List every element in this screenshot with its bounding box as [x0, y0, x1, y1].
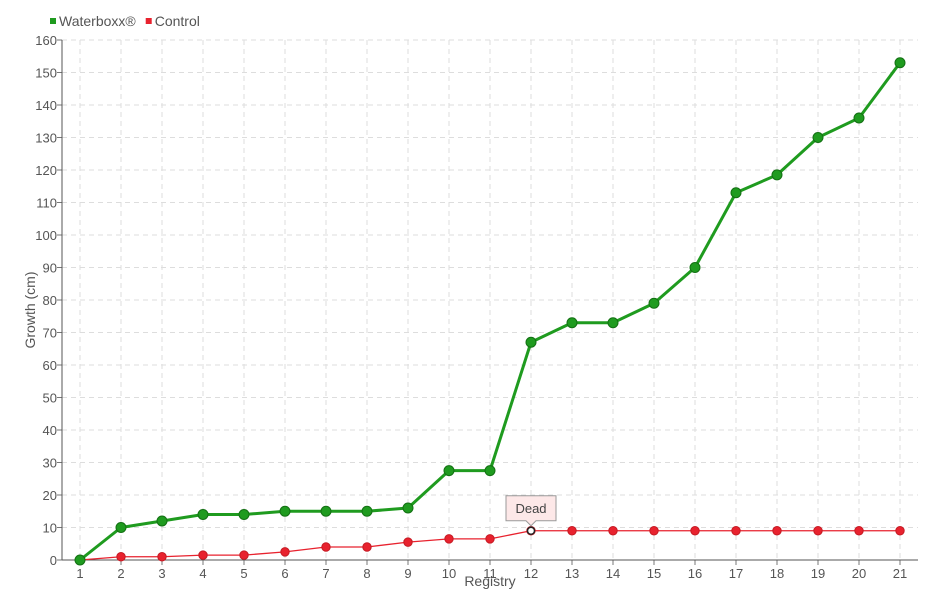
- control-point[interactable]: [116, 552, 126, 562]
- x-tick-label: 16: [688, 566, 702, 581]
- x-tick-label: 6: [281, 566, 288, 581]
- waterboxx-point[interactable]: [197, 509, 209, 520]
- control-point[interactable]: [772, 526, 782, 536]
- x-tick-label: 19: [811, 566, 825, 581]
- y-tick-label: 130: [35, 131, 57, 146]
- waterboxx-point[interactable]: [484, 465, 496, 477]
- control-point[interactable]: [854, 526, 864, 536]
- x-axis-title: Registry: [464, 573, 515, 589]
- legend-label-control[interactable]: Control: [155, 13, 200, 29]
- y-tick-label: 60: [43, 358, 57, 373]
- x-tick-label: 11: [483, 566, 497, 581]
- waterboxx-point[interactable]: [402, 502, 414, 514]
- x-tick-label: 15: [647, 566, 661, 581]
- control-point[interactable]: [895, 526, 905, 536]
- y-tick-label: 40: [43, 423, 57, 438]
- series-layer: [74, 57, 906, 566]
- grid-layer: [62, 39, 918, 560]
- control-point[interactable]: [362, 542, 372, 552]
- waterboxx-point[interactable]: [853, 112, 865, 124]
- control-point[interactable]: [608, 526, 618, 536]
- waterboxx-point[interactable]: [115, 522, 127, 533]
- control-point[interactable]: [731, 526, 741, 536]
- x-tick-label: 2: [117, 566, 124, 581]
- control-point[interactable]: [280, 547, 290, 557]
- waterboxx-point[interactable]: [730, 187, 742, 199]
- waterboxx-point[interactable]: [648, 297, 660, 309]
- x-tick-label: 12: [524, 566, 538, 581]
- axis-layer: 0102030405060708090100110120130140150160…: [22, 33, 918, 589]
- control-point[interactable]: [444, 534, 454, 544]
- waterboxx-point[interactable]: [443, 465, 455, 477]
- control-point[interactable]: [239, 550, 249, 560]
- y-tick-label: 70: [43, 326, 57, 341]
- y-tick-label: 0: [50, 553, 57, 568]
- control-point[interactable]: [157, 552, 167, 562]
- control-point[interactable]: [690, 526, 700, 536]
- control-point[interactable]: [321, 542, 331, 552]
- dead-callout-box: [505, 495, 557, 527]
- x-tick-label: 8: [363, 566, 370, 581]
- y-axis-title: Growth (cm): [22, 272, 38, 349]
- annotation-layer: Dead: [505, 495, 557, 535]
- y-tick-label: 100: [35, 228, 57, 243]
- dead-marker-point[interactable]: [526, 526, 536, 535]
- control-point[interactable]: [813, 526, 823, 536]
- y-tick-label: 160: [35, 33, 57, 48]
- waterboxx-point[interactable]: [607, 317, 619, 329]
- legend-swatch-control: [145, 18, 152, 24]
- control-point[interactable]: [403, 537, 413, 547]
- x-tick-label: 18: [770, 566, 784, 581]
- waterboxx-point[interactable]: [525, 336, 537, 348]
- x-tick-label: 13: [565, 566, 579, 581]
- x-tick-label: 17: [729, 566, 743, 581]
- dead-callout-label: Dead: [515, 501, 546, 516]
- y-tick-label: 110: [36, 196, 57, 211]
- x-tick-label: 9: [404, 566, 411, 581]
- waterboxx-point[interactable]: [894, 57, 906, 69]
- x-tick-label: 21: [893, 566, 907, 581]
- waterboxx-point[interactable]: [812, 132, 824, 143]
- legend-swatch-waterboxx: [50, 18, 56, 24]
- waterboxx-point[interactable]: [689, 262, 701, 273]
- x-tick-label: 3: [158, 566, 165, 581]
- control-point[interactable]: [485, 534, 495, 544]
- control-point[interactable]: [649, 526, 659, 536]
- y-tick-label: 10: [43, 521, 57, 536]
- control-point[interactable]: [567, 526, 577, 536]
- x-tick-label: 20: [852, 566, 866, 581]
- waterboxx-point[interactable]: [566, 317, 578, 329]
- y-tick-label: 140: [35, 98, 57, 113]
- waterboxx-point[interactable]: [361, 505, 373, 517]
- waterboxx-point[interactable]: [238, 509, 250, 520]
- waterboxx-point[interactable]: [74, 554, 86, 566]
- x-tick-label: 14: [606, 566, 620, 581]
- legend-label-waterboxx[interactable]: Waterboxx®: [59, 13, 136, 29]
- waterboxx-point[interactable]: [771, 169, 783, 181]
- waterboxx-point[interactable]: [156, 515, 168, 527]
- y-tick-label: 150: [35, 66, 57, 81]
- x-tick-label: 10: [442, 566, 456, 581]
- y-tick-label: 90: [43, 261, 57, 276]
- x-tick-label: 5: [240, 566, 247, 581]
- waterboxx-point[interactable]: [279, 505, 291, 517]
- y-tick-label: 50: [43, 391, 57, 406]
- waterboxx-point[interactable]: [320, 505, 332, 517]
- x-tick-label: 4: [199, 566, 206, 581]
- legend: Waterboxx® Control: [50, 13, 200, 29]
- y-tick-label: 80: [43, 293, 57, 308]
- control-point[interactable]: [198, 550, 208, 560]
- y-tick-label: 20: [43, 488, 57, 503]
- x-tick-label: 1: [76, 566, 83, 581]
- y-tick-label: 30: [43, 456, 57, 471]
- x-tick-label: 7: [322, 566, 329, 581]
- y-tick-label: 120: [35, 163, 57, 178]
